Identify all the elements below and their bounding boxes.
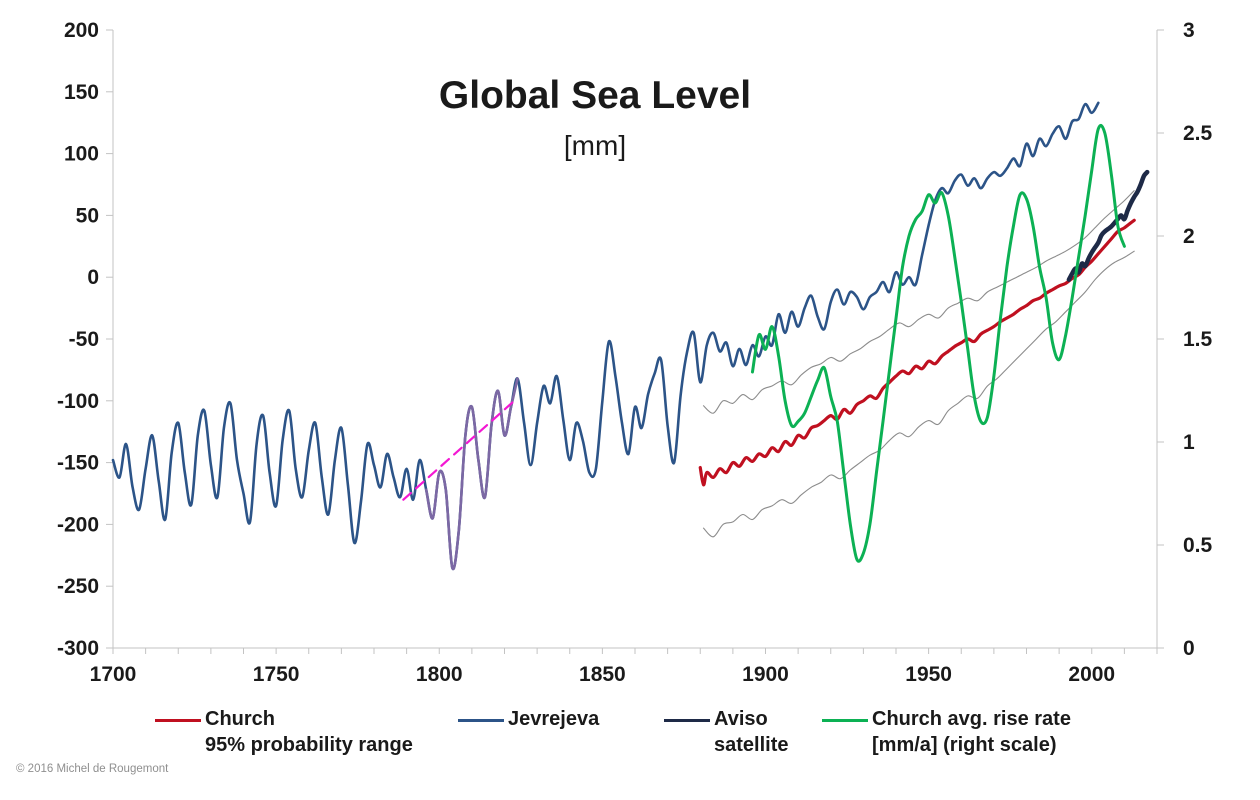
axis-tick-label: 3 bbox=[1183, 19, 1195, 42]
axis-tick-label: -250 bbox=[57, 575, 99, 598]
series-church bbox=[698, 218, 1136, 487]
axis-tick-label: 2.5 bbox=[1183, 122, 1213, 145]
legend-label-jevrejeva: Jevrejeva bbox=[508, 708, 600, 730]
rise-rate-line-swatch bbox=[822, 719, 868, 722]
axis-tick-label: 0 bbox=[87, 266, 99, 289]
axis-tick-label: 50 bbox=[76, 204, 99, 227]
series-aviso-satellite bbox=[1066, 169, 1150, 282]
legend-label-satellite: satellite bbox=[714, 734, 789, 756]
legend-label-church: Church bbox=[205, 708, 275, 730]
legend-entry-church: Church 95% probability range bbox=[155, 706, 413, 758]
series-jevrejeva-purple-segment bbox=[424, 377, 519, 571]
axis-tick-label: -100 bbox=[57, 390, 99, 413]
church-line-swatch bbox=[155, 719, 201, 722]
series-church-avg-rise-rate bbox=[750, 123, 1126, 563]
chart-subtitle-units: [mm] bbox=[563, 130, 627, 161]
axis-tick-label: 1.5 bbox=[1183, 328, 1213, 351]
axis-tick-label: -300 bbox=[57, 637, 99, 660]
chart-legend: Church 95% probability range Jevrejeva A… bbox=[0, 706, 1260, 766]
axis-tick-label: 1800 bbox=[416, 663, 463, 686]
axis-tick-label: 0.5 bbox=[1183, 534, 1213, 557]
axis-tick-label: 1950 bbox=[905, 663, 952, 686]
axis-tick-label: 1750 bbox=[253, 663, 300, 686]
tick-marks bbox=[106, 29, 1164, 654]
aviso-line-swatch bbox=[664, 719, 710, 722]
axis-tick-label: 1850 bbox=[579, 663, 626, 686]
legend-label-rise-rate-units: [mm/a] (right scale) bbox=[872, 734, 1057, 756]
legend-entry-aviso: Aviso satellite bbox=[664, 706, 788, 758]
data-series bbox=[111, 101, 1150, 571]
axis-tick-label: -50 bbox=[69, 328, 99, 351]
axis-tick-label: -150 bbox=[57, 452, 99, 475]
axis-tick-label: 150 bbox=[64, 81, 99, 104]
copyright-notice: © 2016 Michel de Rougemont bbox=[16, 763, 169, 775]
series-95-probability-lower bbox=[702, 250, 1135, 538]
legend-label-rise-rate: Church avg. rise rate bbox=[872, 708, 1071, 730]
series-magenta-trend-1789-1823 bbox=[402, 399, 516, 501]
axis-tick-label: 1900 bbox=[742, 663, 789, 686]
legend-entry-rise-rate: Church avg. rise rate [mm/a] (right scal… bbox=[822, 706, 1071, 758]
axis-tick-label: 2000 bbox=[1068, 663, 1115, 686]
axes bbox=[112, 30, 1158, 649]
series-95-probability-upper bbox=[702, 190, 1135, 414]
axis-tick-label: 200 bbox=[64, 19, 99, 42]
axis-tick-label: 1700 bbox=[90, 663, 137, 686]
chart-title: Global Sea Level bbox=[438, 74, 752, 117]
legend-label-probability-range: 95% probability range bbox=[205, 734, 413, 756]
tick-labels: 200 150 100 50 0 -50 -100 -150 -200 -250 -300 3 2.5 2… bbox=[57, 19, 1213, 686]
axis-tick-label: 0 bbox=[1183, 637, 1195, 660]
jevrejeva-line-swatch bbox=[458, 719, 504, 722]
axis-tick-label: 100 bbox=[64, 143, 99, 166]
axis-tick-label: 2 bbox=[1183, 225, 1195, 248]
legend-entry-jevrejeva: Jevrejeva bbox=[458, 706, 599, 732]
axis-tick-label: 1 bbox=[1183, 431, 1195, 454]
axis-tick-label: -200 bbox=[57, 513, 99, 536]
legend-label-aviso: Aviso bbox=[714, 708, 768, 730]
series-jevrejeva bbox=[111, 101, 1100, 571]
